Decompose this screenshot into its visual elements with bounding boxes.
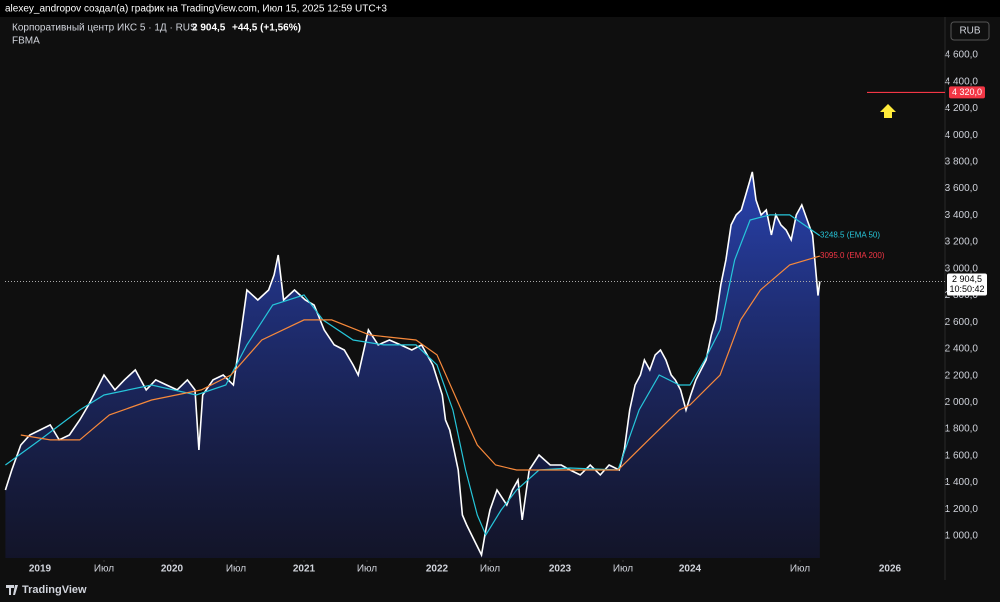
price-level-label: 4 320,0 [952,87,982,97]
y-tick-label: 4 600,0 [945,50,979,61]
y-tick-label: 2 600,0 [945,317,979,328]
ema-label: 3248.5 (EMA 50) [820,231,880,240]
ema-label: 3095.0 (EMA 200) [820,251,885,260]
y-tick-label: 1 600,0 [945,450,979,461]
y-tick-label: 2 000,0 [945,397,979,408]
x-tick-label: Июл [790,564,810,575]
header: alexey_andropov создал(а) график на Trad… [5,3,387,15]
y-tick-label: 4 200,0 [945,103,979,114]
y-tick-label: 4 000,0 [945,130,979,141]
price-level-tag [949,86,985,99]
y-tick-label: 2 400,0 [945,344,979,355]
last-price-tag [947,273,987,296]
chart-title: Корпоративный центр ИКС 5 · 1Д · RUS [12,23,197,34]
y-tick-label: 3 000,0 [945,263,979,274]
x-tick-label: 2021 [293,564,316,575]
y-tick-label: 1 200,0 [945,504,979,515]
currency[interactable]: RUB [959,26,980,37]
price-line [4,171,821,558]
y-tick-label: 2 800,0 [945,290,979,301]
x-tick-label: Июл [613,564,633,575]
x-tick-label: 2020 [161,564,184,575]
footer: TradingView [22,584,87,596]
y-tick-label: 3 400,0 [945,210,979,221]
x-tick-label: Июл [94,564,114,575]
y-tick-label: 3 200,0 [945,237,979,248]
x-tick-label: 2023 [549,564,572,575]
last-price: 2 904,5 [192,23,226,34]
x-tick-label: 2026 [879,564,902,575]
y-tick-label: 3 600,0 [945,183,979,194]
last-price-label: 2 904,5 [952,274,982,284]
x-tick-label: 2019 [29,564,52,575]
logo-icon [6,585,18,595]
x-tick-label: Июл [480,564,500,575]
y-tick-label: 1 000,0 [945,531,979,542]
price-area [5,171,820,558]
y-tick-label: 1 400,0 [945,477,979,488]
ema-line [20,255,820,471]
ema-line [5,214,821,537]
last-time-label: 10:50:42 [949,284,984,294]
x-tick-label: 2022 [426,564,449,575]
y-tick-label: 2 200,0 [945,370,979,381]
x-tick-label: Июл [357,564,377,575]
change: +44,5 (+1,56%) [232,23,301,34]
x-tick-label: Июл [226,564,246,575]
x-tick-label: 2024 [679,564,702,575]
currency-button[interactable] [950,21,990,41]
arrow-icon [880,104,896,118]
y-tick-label: 3 800,0 [945,157,979,168]
header-bar [0,0,1000,17]
y-tick-label: 1 800,0 [945,424,979,435]
subtitle: FBMA [12,36,40,47]
y-tick-label: 4 400,0 [945,76,979,87]
